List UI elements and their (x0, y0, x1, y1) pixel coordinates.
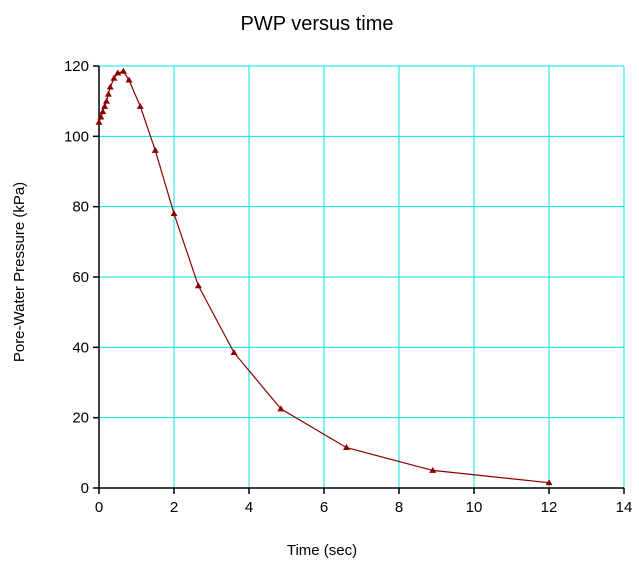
data-point (101, 102, 109, 109)
data-point (429, 466, 437, 473)
chart-title: PWP versus time (241, 13, 394, 35)
x-tick-label: 10 (466, 499, 483, 516)
y-tick-label: 80 (72, 199, 89, 216)
x-tick-label: 0 (95, 499, 103, 516)
y-axis-label: Pore-Water Pressure (kPa) (11, 182, 28, 362)
x-tick-label: 12 (541, 499, 558, 516)
data-point (104, 90, 112, 97)
data-point (194, 282, 202, 289)
data-point (119, 67, 127, 74)
data-point (95, 118, 103, 125)
data-point (106, 83, 114, 90)
data-point (230, 349, 238, 356)
y-tick-label: 0 (81, 480, 89, 497)
x-tick-label: 6 (320, 499, 328, 516)
y-tick-label: 60 (72, 269, 89, 286)
data-point (343, 444, 350, 451)
data-point (170, 210, 178, 217)
y-tick-label: 120 (64, 58, 89, 75)
x-axis-ticks: 0 2 4 6 8 10 12 14 (95, 488, 633, 516)
series-group (95, 67, 553, 486)
data-point (114, 69, 122, 76)
x-tick-label: 14 (616, 499, 633, 516)
x-tick-label: 8 (395, 499, 403, 516)
x-axis-label: Time (sec) (287, 542, 357, 559)
data-point (97, 113, 105, 120)
y-tick-label: 40 (72, 339, 89, 356)
data-point (151, 146, 159, 153)
y-axis-ticks: 0 20 40 60 80 100 120 (64, 58, 99, 497)
data-point (277, 405, 285, 412)
x-tick-label: 2 (170, 499, 178, 516)
data-point (545, 479, 553, 486)
data-point (103, 97, 110, 104)
data-point (136, 102, 144, 109)
data-point (99, 108, 107, 115)
x-tick-label: 4 (245, 499, 253, 516)
y-tick-label: 20 (72, 410, 89, 427)
y-tick-label: 100 (64, 128, 89, 145)
data-point (125, 76, 133, 83)
data-point (110, 74, 118, 81)
grid-lines (99, 65, 625, 488)
